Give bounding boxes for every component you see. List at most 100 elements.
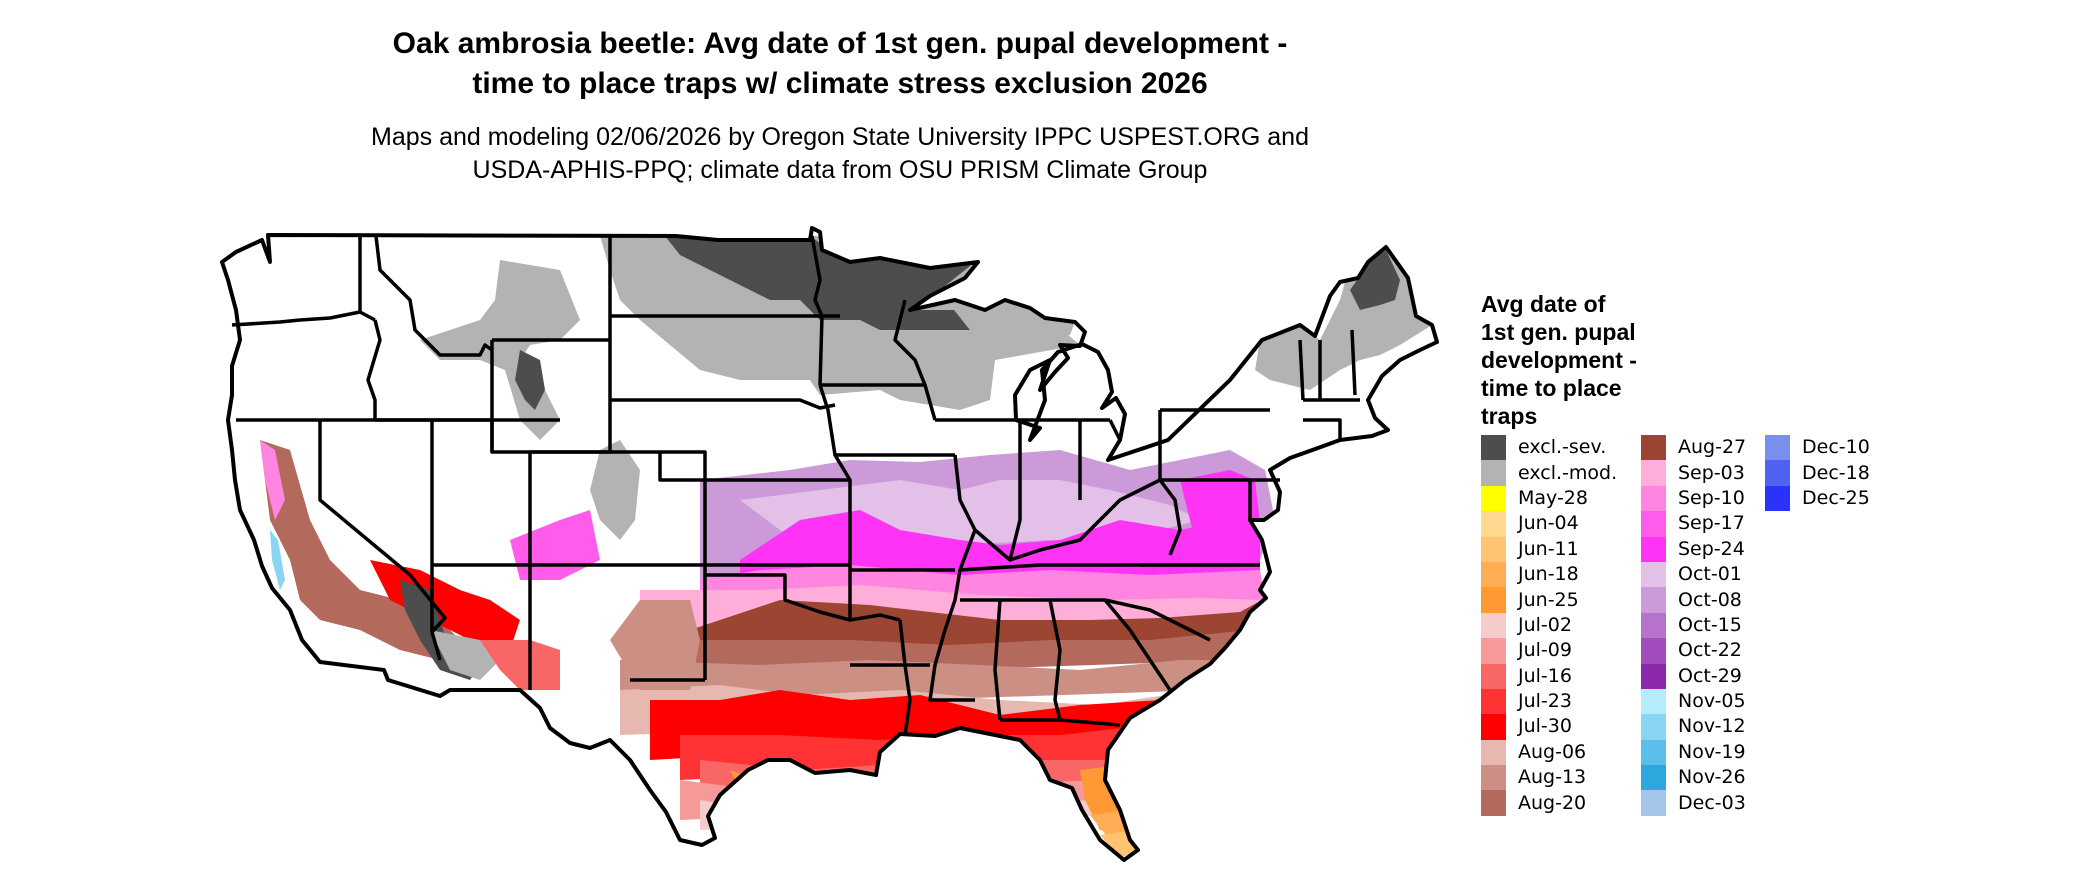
legend-item: Sep-03 — [1641, 460, 1746, 486]
legend-swatch — [1641, 663, 1666, 689]
legend-title-line: traps — [1481, 403, 1538, 429]
zone-excl-sev-maine — [1350, 250, 1400, 310]
legend-item: Nov-05 — [1641, 688, 1746, 715]
zone-sw-jul-16 — [480, 640, 560, 690]
zone-excl-sev-mountains — [515, 350, 545, 410]
legend-item: Oct-29 — [1641, 663, 1746, 689]
id-nv-ut-border — [375, 418, 494, 452]
legend-label: Sep-24 — [1678, 537, 1745, 560]
legend-swatch — [1481, 536, 1506, 562]
legend-swatch — [1641, 511, 1666, 537]
legend-label: Nov-19 — [1678, 740, 1746, 763]
legend-swatch — [1481, 612, 1506, 639]
nv-ca-diagonal — [318, 420, 447, 661]
legend-title: Avg date of 1st gen. pupal development -… — [1481, 290, 1701, 430]
legend-item: excl.-mod. — [1481, 460, 1617, 486]
subtitle-line-1: Maps and modeling 02/06/2026 by Oregon S… — [371, 123, 1309, 151]
zone-utah-magenta — [510, 510, 600, 580]
legend-column-3: Dec-10 Dec-18 Dec-25 — [1765, 435, 1870, 512]
legend-item: Jun-04 — [1481, 511, 1617, 537]
wv-va-border — [1158, 478, 1182, 556]
legend-label: Jun-11 — [1518, 537, 1579, 560]
legend-swatch — [1481, 460, 1506, 486]
legend-item: Dec-10 — [1765, 435, 1870, 461]
legend-item: Aug-13 — [1481, 765, 1617, 791]
legend-title-line: 1st gen. pupal — [1481, 319, 1636, 345]
nd-mn-border — [810, 235, 824, 386]
legend-swatch — [1481, 511, 1506, 537]
legend-swatch — [1481, 587, 1506, 613]
legend-column-1: excl.-sev. excl.-mod. May-28 Jun-04 Jun-11 Ju… — [1481, 435, 1617, 816]
zone-excl-mod-colorado — [590, 440, 640, 540]
legend-swatch — [1641, 561, 1666, 588]
legend-label: Sep-03 — [1678, 461, 1745, 484]
ne-ks-border — [658, 452, 850, 482]
co-box — [530, 450, 707, 565]
legend-item: Jul-16 — [1481, 663, 1617, 689]
legend-swatch — [1765, 435, 1790, 461]
map-fill-layer — [222, 228, 1437, 860]
zone-va-nc-magenta — [1180, 470, 1262, 560]
legend-title-line: time to place — [1481, 375, 1622, 401]
nh-me-border — [1350, 329, 1357, 396]
legend-label: Aug-06 — [1518, 740, 1587, 763]
sc-nc-border — [1104, 598, 1211, 642]
legend-swatch — [1641, 435, 1666, 461]
legend-label: Jul-23 — [1518, 690, 1572, 713]
legend-label: Aug-27 — [1678, 436, 1747, 459]
legend-title-line: Avg date of — [1481, 291, 1606, 317]
zone-jun-25-texas — [730, 770, 812, 850]
legend-label: Dec-18 — [1802, 461, 1870, 484]
legend-swatch — [1481, 485, 1506, 512]
legend-item: Aug-06 — [1481, 739, 1617, 766]
legend-label: Jul-30 — [1518, 715, 1572, 738]
legend-label: Sep-10 — [1678, 486, 1745, 509]
map-subtitle: Maps and modeling 02/06/2026 by Oregon S… — [200, 121, 1480, 187]
legend-label: Sep-17 — [1678, 512, 1745, 535]
legend-item: Aug-27 — [1641, 435, 1747, 461]
legend-item: Sep-24 — [1641, 536, 1746, 562]
legend-label: Nov-12 — [1678, 715, 1746, 738]
legend-label: Jun-04 — [1518, 512, 1579, 535]
legend-label: Oct-22 — [1678, 639, 1742, 662]
ct-ri-border — [1303, 418, 1342, 440]
legend-item: Dec-18 — [1765, 460, 1870, 486]
legend-label: Jun-18 — [1518, 563, 1579, 586]
legend-swatch — [1641, 739, 1666, 766]
legend-swatch — [1765, 485, 1790, 512]
legend-label: Nov-05 — [1678, 690, 1746, 713]
legend-swatch — [1641, 790, 1666, 816]
legend-label: Dec-03 — [1678, 791, 1746, 814]
zone-sw-pink — [260, 440, 285, 520]
subtitle-line-2: USDA-APHIS-PPQ; climate data from OSU PR… — [472, 156, 1208, 184]
lower-michigan — [1040, 342, 1127, 442]
legend-column-2: Aug-27 Sep-03 Sep-10 Sep-17 Sep-24 Oct-01 Oct-… — [1641, 435, 1746, 816]
map-title: Oak ambrosia beetle: Avg date of 1st gen… — [200, 24, 1480, 104]
zone-jul-09 — [680, 780, 1110, 820]
legend-title-line: development - — [1481, 347, 1637, 373]
legend-item: excl.-sev. — [1481, 435, 1617, 461]
legend-swatch — [1641, 638, 1666, 664]
legend-label: Oct-29 — [1678, 664, 1742, 687]
ohio-river — [973, 478, 1161, 562]
legend-label: Jun-25 — [1518, 588, 1579, 611]
legend-swatch — [1481, 765, 1506, 791]
legend-label: Nov-26 — [1678, 766, 1746, 789]
legend-swatch — [1481, 638, 1506, 664]
legend-item: May-28 — [1481, 485, 1617, 512]
legend-item: Oct-22 — [1641, 638, 1746, 664]
ne-ia-mo-river — [818, 384, 852, 620]
wa-or-border — [231, 310, 376, 327]
legend-swatch — [1641, 765, 1666, 791]
legend-label: Dec-10 — [1802, 436, 1870, 459]
legend-item: Dec-03 — [1641, 790, 1746, 816]
legend-swatch — [1481, 688, 1506, 715]
legend-label: Aug-20 — [1518, 791, 1587, 814]
legend-label: Jul-16 — [1518, 664, 1572, 687]
legend-label: Aug-13 — [1518, 766, 1587, 789]
or-id-border — [366, 319, 382, 420]
state-borders — [231, 235, 1360, 736]
legend-item: Nov-19 — [1641, 739, 1746, 766]
legend-swatch — [1641, 460, 1666, 486]
